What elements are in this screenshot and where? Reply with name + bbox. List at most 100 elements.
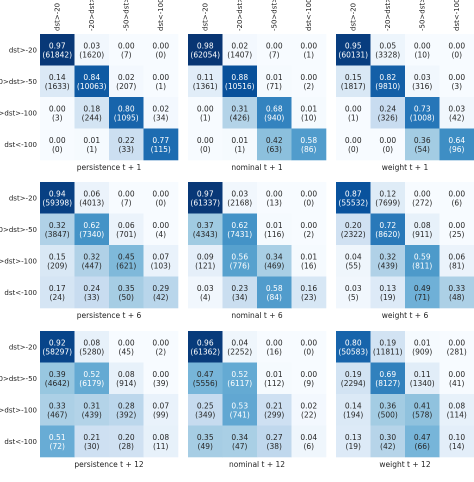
cell-count-label: (299)	[264, 410, 284, 419]
column-tick-label: dst<-100	[157, 0, 165, 31]
cell-ratio-label: 0.08	[414, 221, 431, 230]
cell-count-label: (61362)	[190, 347, 220, 356]
cell-ratio-label: 0.00	[197, 136, 214, 145]
cell-count-label: (1)	[348, 113, 359, 122]
cell-count-label: (25)	[449, 230, 464, 239]
cell-ratio-label: 0.15	[345, 73, 362, 82]
row-tick-label: -50>dst>-100	[0, 257, 37, 265]
cell-ratio-label: 0.00	[345, 136, 362, 145]
cell-count-label: (81)	[449, 261, 464, 270]
cell-count-label: (23)	[301, 293, 316, 302]
cell-ratio-label: 0.58	[266, 284, 283, 293]
cell-count-label: (33)	[119, 145, 134, 154]
cell-count-label: (0)	[200, 145, 211, 154]
cell-count-label: (426)	[230, 113, 250, 122]
cell-count-label: (11811)	[373, 347, 403, 356]
cell-count-label: (71)	[415, 293, 430, 302]
cell-count-label: (10)	[301, 113, 316, 122]
cell-ratio-label: 0.14	[49, 73, 66, 82]
cell-count-label: (1)	[200, 113, 211, 122]
column-tick-label: dst<-100	[453, 0, 461, 31]
cell-count-label: (41)	[449, 379, 464, 388]
cell-count-label: (11)	[153, 442, 168, 451]
cell-count-label: (0)	[348, 145, 359, 154]
cell-ratio-label: 0.30	[379, 433, 396, 442]
cell-count-label: (55532)	[338, 198, 368, 207]
cell-count-label: (8620)	[375, 230, 400, 239]
cell-count-label: (72)	[50, 442, 65, 451]
cell-ratio-label: 0.00	[152, 41, 169, 50]
cell-count-label: (2294)	[341, 379, 366, 388]
cell-ratio-label: 0.02	[118, 73, 135, 82]
cell-ratio-label: 0.25	[197, 401, 214, 410]
heatmap-panel-6: 0.87(55532)0.12(7699)0.00(272)0.00(6)0.2…	[336, 182, 474, 320]
column-tick-label: -50>dst>-100	[122, 0, 130, 31]
cell-ratio-label: 0.18	[83, 104, 100, 113]
cell-ratio-label: 0.13	[345, 433, 362, 442]
cell-ratio-label: 0.01	[300, 104, 317, 113]
cell-ratio-label: 0.02	[152, 104, 169, 113]
cell-ratio-label: 0.31	[83, 401, 100, 410]
panel-xlabel: nominal t + 6	[231, 311, 283, 320]
cell-ratio-label: 0.42	[266, 136, 283, 145]
cell-count-label: (4)	[155, 230, 166, 239]
cell-count-label: (1)	[155, 82, 166, 91]
cell-count-label: (909)	[412, 347, 432, 356]
cell-count-label: (349)	[195, 410, 215, 419]
cell-ratio-label: 0.39	[49, 370, 66, 379]
cell-count-label: (9810)	[375, 82, 400, 91]
cell-ratio-label: 0.00	[118, 41, 135, 50]
cell-count-label: (326)	[378, 113, 398, 122]
cell-ratio-label: 0.01	[300, 252, 317, 261]
cell-count-label: (42)	[153, 293, 168, 302]
cell-count-label: (578)	[412, 410, 432, 419]
cell-ratio-label: 0.00	[152, 189, 169, 198]
cell-count-label: (9)	[303, 379, 314, 388]
cell-ratio-label: 0.35	[118, 284, 135, 293]
cell-ratio-label: 0.03	[345, 284, 362, 293]
cell-count-label: (0)	[382, 145, 393, 154]
cell-count-label: (96)	[449, 145, 464, 154]
cell-ratio-label: 0.96	[197, 338, 214, 347]
cell-ratio-label: 0.00	[197, 104, 214, 113]
cell-count-label: (7)	[121, 50, 132, 59]
cell-ratio-label: 0.32	[49, 221, 66, 230]
cell-count-label: (7699)	[375, 198, 400, 207]
cell-count-label: (10063)	[77, 82, 107, 91]
cell-ratio-label: 0.16	[300, 284, 317, 293]
cell-count-label: (1340)	[410, 379, 435, 388]
cell-count-label: (5556)	[193, 379, 218, 388]
cell-ratio-label: 0.13	[379, 284, 396, 293]
cell-count-label: (3)	[52, 113, 63, 122]
cell-ratio-label: 0.33	[49, 401, 66, 410]
row-tick-label: dst>-20	[9, 343, 37, 351]
cell-count-label: (42)	[380, 442, 395, 451]
column-tick-label: -50>dst>-100	[270, 0, 278, 31]
cell-count-label: (50583)	[338, 347, 368, 356]
cell-ratio-label: 0.00	[300, 73, 317, 82]
cell-count-label: (6179)	[79, 379, 104, 388]
cell-count-label: (4013)	[79, 198, 104, 207]
row-tick-label: -20>dst>-50	[0, 78, 37, 86]
row-tick-label: dst>-20	[9, 194, 37, 202]
cell-count-label: (0)	[303, 347, 314, 356]
cell-count-label: (621)	[116, 261, 136, 270]
panel-xlabel: weight t + 1	[382, 163, 429, 172]
cell-count-label: (2)	[155, 347, 166, 356]
cell-ratio-label: 0.33	[448, 284, 465, 293]
cell-ratio-label: 0.52	[231, 370, 248, 379]
cell-count-label: (1095)	[114, 113, 139, 122]
cell-ratio-label: 0.28	[118, 401, 135, 410]
cell-ratio-label: 0.36	[379, 401, 396, 410]
cell-count-label: (207)	[116, 82, 136, 91]
cell-count-label: (439)	[82, 410, 102, 419]
cell-ratio-label: 0.07	[152, 401, 169, 410]
cell-ratio-label: 0.00	[118, 338, 135, 347]
cell-count-label: (8127)	[375, 379, 400, 388]
cell-count-label: (811)	[412, 261, 432, 270]
cell-ratio-label: 0.02	[300, 401, 317, 410]
cell-count-label: (316)	[412, 82, 432, 91]
panel-xlabel: weight t + 12	[379, 460, 430, 469]
cell-ratio-label: 0.23	[231, 284, 248, 293]
